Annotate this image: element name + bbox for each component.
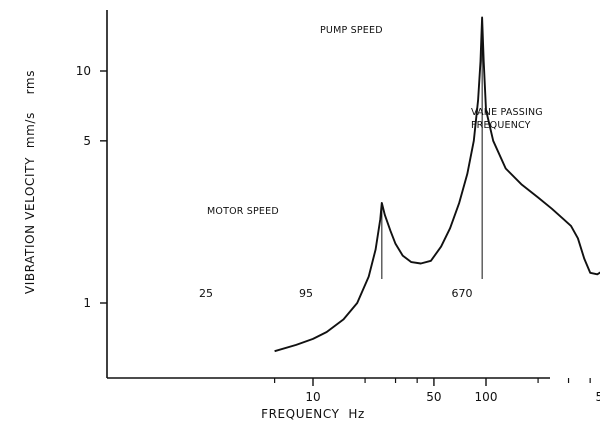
peak-label-vane: 670 <box>452 287 473 300</box>
peak-label-motor: 25 <box>199 287 213 300</box>
annotation-vane-passing-line2: FREQUENCY <box>471 120 531 131</box>
x-axis-title: FREQUENCY Hz <box>261 407 365 421</box>
annotation-motor-speed: MOTOR SPEED <box>207 206 279 217</box>
annotation-vane-passing-line1: VANE PASSING <box>471 107 543 118</box>
x-tick-label: 100 <box>475 390 498 404</box>
y-tick-label: 10 <box>76 64 91 78</box>
x-tick-label: 500 <box>595 390 600 404</box>
y-axis-title: VIBRATION VELOCITY mm/s rms <box>23 70 37 294</box>
y-tick-label: 5 <box>83 134 91 148</box>
x-tick-label: 10 <box>305 390 320 404</box>
x-tick-label: 50 <box>426 390 441 404</box>
annotation-pump-speed: PUMP SPEED <box>320 25 383 36</box>
spectrum-curve <box>274 16 600 353</box>
y-tick-label: 1 <box>83 296 91 310</box>
peak-label-pump: 95 <box>299 287 313 300</box>
